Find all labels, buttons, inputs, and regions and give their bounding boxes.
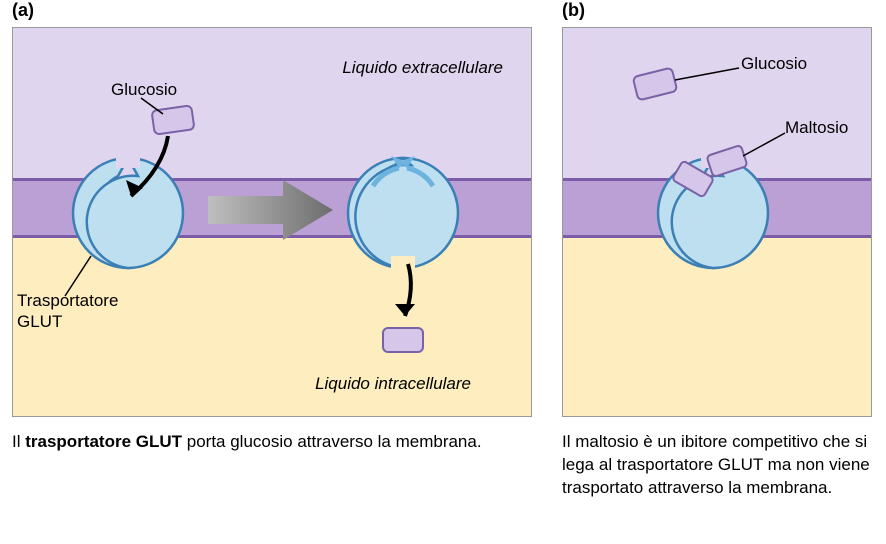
leader-glucose-b	[675, 68, 739, 80]
glucose-bottom-icon	[383, 328, 423, 352]
glucose-label-b: Glucosio	[741, 54, 807, 74]
glucose-out-arrow-icon	[395, 264, 415, 316]
big-arrow-icon	[208, 180, 333, 240]
caption-a-post: porta glucosio attraverso la membrana.	[182, 432, 482, 451]
caption-a-strong: trasportatore GLUT	[25, 432, 182, 451]
glucose-label-a: Glucosio	[111, 80, 177, 100]
leader-glucose	[141, 98, 163, 114]
transporter-label: Trasportatore GLUT	[17, 290, 118, 333]
transporter-label-line2: GLUT	[17, 312, 62, 331]
diagram-a-svg	[13, 28, 533, 418]
panel-a: (a)	[12, 0, 532, 454]
panel-b-label: (b)	[562, 0, 872, 21]
transporter-label-line1: Trasportatore	[17, 291, 118, 310]
caption-a-pre: Il	[12, 432, 25, 451]
leader-maltose	[743, 133, 785, 156]
panel-a-label: (a)	[12, 0, 532, 21]
caption-a: Il trasportatore GLUT porta glucosio att…	[12, 431, 532, 454]
glucose-free-icon	[633, 68, 678, 101]
extracellular-label: Liquido extracellulare	[342, 58, 503, 78]
panel-b: (b) Glucosio Maltosio Il ma	[562, 0, 872, 500]
diagram-b: Glucosio Maltosio	[562, 27, 872, 417]
maltose-label: Maltosio	[785, 118, 848, 138]
intracellular-label: Liquido intracellulare	[315, 374, 471, 394]
caption-b: Il maltosio è un ibitore competitivo che…	[562, 431, 872, 500]
diagram-a: Liquido extracellulare Glucosio Trasport…	[12, 27, 532, 417]
diagram-b-svg	[563, 28, 873, 418]
